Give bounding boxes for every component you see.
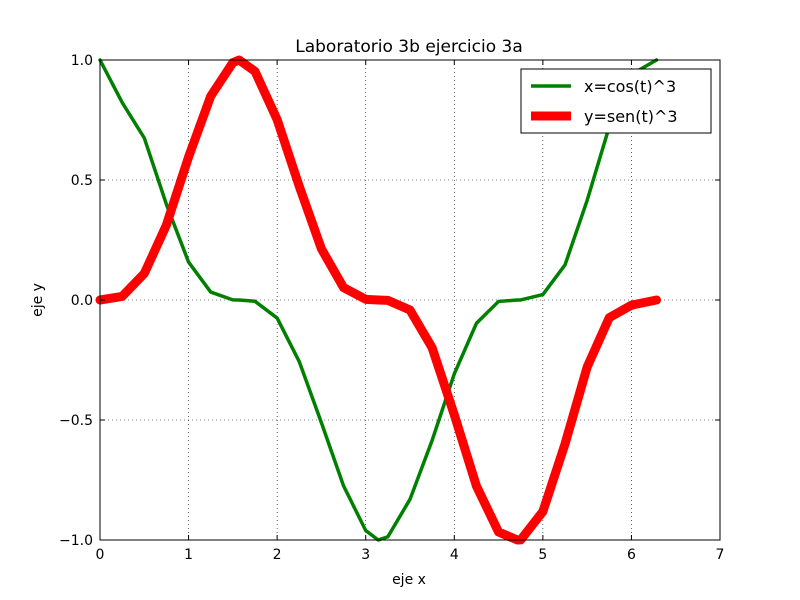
y-tick-label: 1.0 [71,53,93,69]
legend-label-y-sen: y=sen(t)^3 [584,107,678,126]
legend-box [520,68,712,134]
x-tick-label: 5 [538,547,547,563]
y-tick-label: 0.5 [71,173,93,189]
x-tick-label: 3 [361,547,370,563]
y-axis-label: eje y [30,283,46,317]
axis-ticks: 0 1 2 3 4 5 6 7 1.0 0.5 0.0 −0.5 −1.0 [59,53,724,563]
x-tick-label: 1 [184,547,193,563]
x-tick-label: 7 [716,547,725,563]
x-tick-label: 2 [273,547,282,563]
series-line-y-sen [95,55,662,545]
legend: x=cos(t)^3 y=sen(t)^3 [520,68,712,134]
x-tick-label: 6 [627,547,636,563]
legend-label-x-cos: x=cos(t)^3 [584,77,676,96]
y-tick-label: −0.5 [59,413,93,429]
x-tick-label: 0 [96,547,105,563]
y-tick-label: 0.0 [71,293,93,309]
chart-title: Laboratorio 3b ejercicio 3a [295,37,523,57]
x-axis-label: eje x [392,572,426,588]
y-tick-label: −1.0 [59,533,93,549]
x-tick-label: 4 [450,547,459,563]
